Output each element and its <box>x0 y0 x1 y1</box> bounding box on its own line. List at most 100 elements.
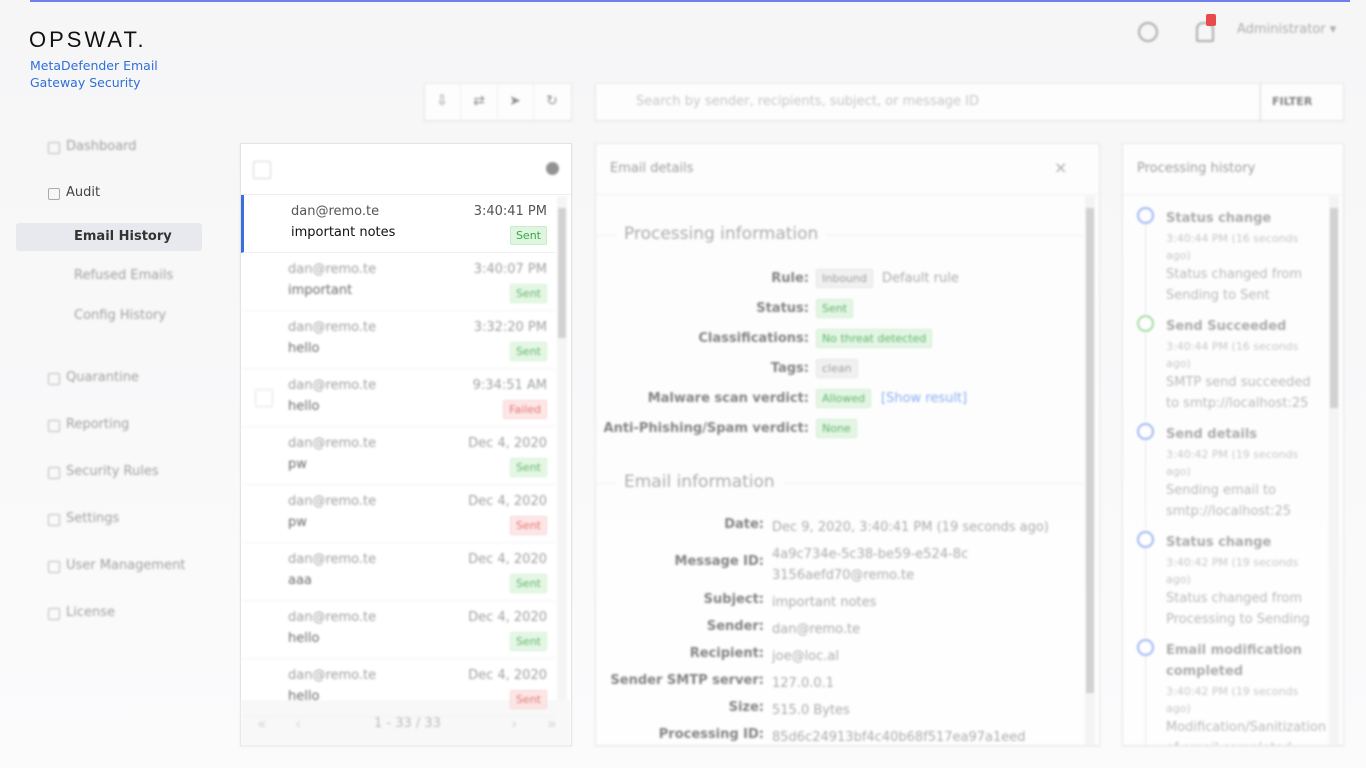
field-label: Date: <box>724 517 764 532</box>
scroll-thumb[interactable] <box>1086 208 1094 693</box>
nav-label: Dashboard <box>66 139 137 154</box>
event-title: Status change <box>1166 535 1272 550</box>
nav-item[interactable]: Settings <box>16 505 202 533</box>
email-row[interactable]: dan@remo.te 3:40:07 PM important Sent <box>241 253 555 311</box>
nav-item[interactable]: Refused Emails <box>16 262 202 290</box>
field-value: dan@remo.te <box>772 622 861 637</box>
status-cell: Failed <box>503 398 547 419</box>
subject: aaa <box>288 573 312 588</box>
field-label: Subject: <box>703 592 764 607</box>
event-title: Email modification completed <box>1166 643 1302 679</box>
last-page[interactable]: » <box>547 714 557 733</box>
first-page[interactable]: « <box>257 714 267 733</box>
history-title: Processing history <box>1137 161 1256 176</box>
details-divider <box>596 194 1099 195</box>
refresh-button[interactable]: ↻ <box>546 93 558 109</box>
event-description: Sending email to smtp://localhost:25 <box>1166 483 1292 519</box>
select-all-checkbox[interactable] <box>253 161 271 179</box>
close-button[interactable]: × <box>1054 158 1068 177</box>
event-dot <box>1137 639 1154 656</box>
email-details: Email details × Processing information Em… <box>595 143 1100 746</box>
event-time: 3:40:42 PM (19 seconds ago) <box>1166 556 1299 586</box>
send-button[interactable]: ➤ <box>497 83 534 119</box>
email-row[interactable]: dan@remo.te 3:32:20 PM hello Sent <box>241 311 555 369</box>
email-row[interactable]: dan@remo.te 3:40:41 PM important notes Sent <box>241 195 555 253</box>
email-row[interactable]: dan@remo.te Dec 4, 2020 hello Sent <box>241 659 555 717</box>
time: Dec 4, 2020 <box>468 494 547 509</box>
event-dot <box>1137 315 1154 332</box>
nav-item[interactable]: User Management <box>16 552 202 580</box>
product-name: MetaDefender Email Gateway Security <box>30 58 158 90</box>
next-page[interactable]: › <box>511 714 518 733</box>
row-checkbox[interactable] <box>255 389 273 407</box>
event-time: 3:40:42 PM (19 seconds ago) <box>1166 448 1299 478</box>
email-row[interactable]: dan@remo.te 9:34:51 AM hello Failed <box>241 369 555 427</box>
prev-page[interactable]: ‹ <box>295 714 302 733</box>
details-title: Email details <box>610 161 694 176</box>
status-badge: Sent <box>509 458 547 477</box>
field-label: Size: <box>728 700 764 715</box>
nav-icon <box>48 514 60 526</box>
subject: hello <box>288 689 320 704</box>
sender: dan@remo.te <box>288 320 377 335</box>
email-row[interactable]: dan@remo.te Dec 4, 2020 pw Sent <box>241 427 555 485</box>
section-line <box>596 235 1084 236</box>
email-row[interactable]: dan@remo.te Dec 4, 2020 aaa Sent <box>241 543 555 601</box>
sender: dan@remo.te <box>288 494 377 509</box>
status-badge: Sent <box>509 226 547 245</box>
field-value: 127.0.0.1 <box>772 676 835 691</box>
user-menu[interactable]: Administrator ▾ <box>1237 22 1337 37</box>
section-heading: Email information <box>616 472 783 492</box>
event-title: Status change <box>1166 211 1272 226</box>
info-icon[interactable] <box>546 162 559 175</box>
nav-item[interactable]: License <box>16 599 202 627</box>
nav-icon <box>48 561 60 573</box>
nav-item[interactable]: Email History <box>16 223 202 251</box>
retry-button[interactable]: ⇄ <box>461 83 498 119</box>
subject: hello <box>288 399 320 414</box>
nav-label: User Management <box>66 558 186 573</box>
nav-item[interactable]: Audit <box>16 179 202 207</box>
list-scrollbar[interactable] <box>557 196 567 701</box>
history-scrollbar[interactable] <box>1329 196 1339 745</box>
field-label: Sender: <box>706 619 764 634</box>
nav-item[interactable]: Reporting <box>16 411 202 439</box>
event-description: SMTP send succeeded to smtp://localhost:… <box>1166 375 1311 411</box>
status-badge: Sent <box>509 284 547 303</box>
status-cell: Sent <box>509 514 547 535</box>
filter-button[interactable]: FILTER <box>1260 83 1344 121</box>
details-scrollbar[interactable] <box>1085 196 1095 745</box>
nav-label: Quarantine <box>66 370 139 385</box>
notification-badge <box>1206 14 1216 26</box>
show-result-link[interactable]: [Show result] <box>881 391 968 406</box>
nav-item[interactable]: Security Rules <box>16 458 202 486</box>
time: 3:40:07 PM <box>473 262 547 277</box>
search-box[interactable]: Search by sender, recipients, subject, o… <box>595 83 1261 121</box>
sender: dan@remo.te <box>291 204 380 219</box>
email-row[interactable]: dan@remo.te Dec 4, 2020 hello Sent <box>241 601 555 659</box>
nav-item[interactable]: Quarantine <box>16 364 202 392</box>
event-description: Status changed from Sending to Sent <box>1166 267 1303 303</box>
time: 3:40:41 PM <box>473 204 547 219</box>
subject: hello <box>288 341 320 356</box>
nav-label: Reporting <box>66 417 130 432</box>
timeline-line <box>1145 441 1146 529</box>
field-value: joe@loc.al <box>772 649 839 664</box>
scroll-thumb[interactable] <box>558 208 566 338</box>
status-badge: Sent <box>509 342 547 361</box>
section-heading: Processing information <box>616 224 827 244</box>
sender: dan@remo.te <box>288 436 377 451</box>
time: 9:34:51 AM <box>472 378 547 393</box>
status-badge: Failed <box>503 400 547 419</box>
nav-item[interactable]: Config History <box>16 302 202 330</box>
nav-item[interactable]: Dashboard <box>16 133 202 161</box>
email-row[interactable]: dan@remo.te Dec 4, 2020 pw Sent <box>241 485 555 543</box>
sender: dan@remo.te <box>288 552 377 567</box>
download-button[interactable]: ⇩ <box>424 83 461 119</box>
link-icon[interactable] <box>1138 22 1158 42</box>
scroll-thumb[interactable] <box>1330 208 1338 408</box>
field-badge: Allowed <box>816 389 872 408</box>
status-badge: Sent <box>509 574 547 593</box>
nav-icon <box>48 142 60 154</box>
notification-icon[interactable] <box>1196 22 1214 42</box>
